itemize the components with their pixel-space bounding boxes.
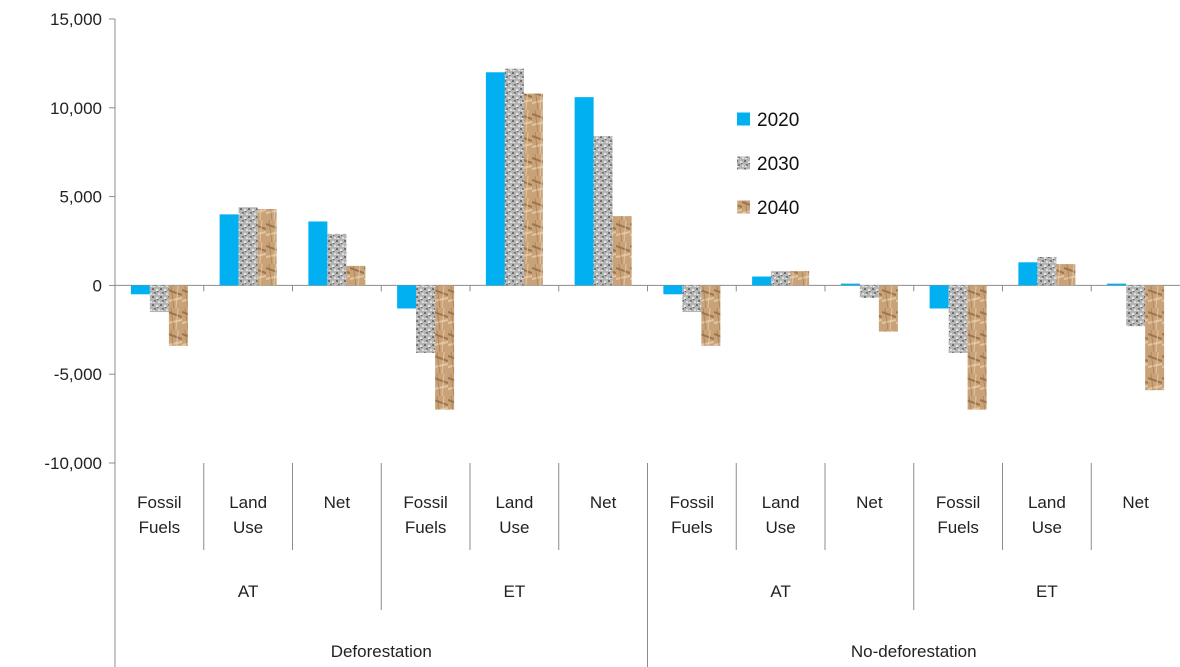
legend-swatch-2030 <box>737 156 750 170</box>
bar-2020-11 <box>1018 262 1038 286</box>
legend-swatch-2020 <box>737 112 750 126</box>
bar-2040-5 <box>523 93 543 286</box>
bar-2020-10 <box>929 285 949 309</box>
bar-2030-11 <box>1037 256 1057 286</box>
group-label: ET <box>504 582 526 601</box>
bar-2040-3 <box>346 265 366 286</box>
group-label: AT <box>238 582 258 601</box>
bar-2040-10 <box>967 285 987 410</box>
bar-2020-5 <box>485 72 505 286</box>
legend-label-2020: 2020 <box>757 110 799 131</box>
bar-2020-1 <box>130 285 150 295</box>
bar-2020-7 <box>663 285 683 295</box>
scenario-label: Deforestation <box>331 642 432 661</box>
legend-swatch-2040 <box>737 200 750 214</box>
bar-2040-1 <box>168 285 188 346</box>
bar-2040-11 <box>1056 264 1076 286</box>
bar-2020-2 <box>219 214 239 286</box>
category-label: Land Use <box>229 493 267 537</box>
y-tick-label: 10,000 <box>50 99 102 118</box>
y-tick-label: 5,000 <box>59 188 102 207</box>
category-label: Fossil Fuels <box>137 493 181 537</box>
y-tick-label: 0 <box>93 276 102 295</box>
bar-2040-2 <box>257 209 277 286</box>
bar-2020-12 <box>1107 283 1127 286</box>
group-label: ET <box>1036 582 1058 601</box>
bar-2030-1 <box>149 285 169 313</box>
bar-2040-7 <box>701 285 721 346</box>
y-tick-label: 15,000 <box>50 10 102 29</box>
category-label: Land Use <box>1028 493 1066 537</box>
bar-2030-4 <box>416 285 436 353</box>
bar-2020-8 <box>752 276 772 286</box>
bar-2030-12 <box>1126 285 1146 327</box>
bar-2040-8 <box>790 271 810 286</box>
category-label: Net <box>590 493 617 512</box>
bars-layer <box>130 68 1165 410</box>
category-label: Net <box>1122 493 1149 512</box>
bar-2030-3 <box>327 233 347 286</box>
category-label: Net <box>856 493 883 512</box>
bar-2020-6 <box>574 97 594 286</box>
legend-label-2030: 2030 <box>757 154 799 175</box>
category-label: Net <box>324 493 351 512</box>
category-label: Fossil Fuels <box>670 493 714 537</box>
bar-2020-4 <box>397 285 417 309</box>
bar-2030-2 <box>238 207 258 286</box>
bar-2030-7 <box>682 285 702 313</box>
bar-2030-10 <box>948 285 968 353</box>
bar-2020-3 <box>308 221 328 286</box>
scenario-label: No-deforestation <box>851 642 977 661</box>
legend: 2020 2030 2040 <box>737 110 799 219</box>
category-label: Fossil Fuels <box>936 493 980 537</box>
bar-2030-9 <box>859 285 879 298</box>
bar-2030-5 <box>504 68 524 286</box>
legend-label-2040: 2040 <box>757 198 799 219</box>
category-label: Land Use <box>495 493 533 537</box>
axis-layer: -10,000 -5,000 0 5,000 10,000 15,000 <box>44 10 1180 667</box>
bar-2040-9 <box>878 285 898 332</box>
bar-2030-8 <box>771 271 791 286</box>
category-label: Fossil Fuels <box>403 493 447 537</box>
y-tick-label: -10,000 <box>44 454 102 473</box>
group-label: AT <box>770 582 790 601</box>
category-label: Land Use <box>762 493 800 537</box>
bar-2040-4 <box>435 285 455 410</box>
y-tick-label: -5,000 <box>54 365 102 384</box>
bar-2040-12 <box>1145 285 1165 391</box>
bar-2020-9 <box>840 283 860 286</box>
category-axis-labels: Fossil Fuels Land Use Net Fossil Fuels Land Use N… <box>137 463 1149 667</box>
bar-2030-6 <box>593 136 613 286</box>
bar-2040-6 <box>612 216 632 286</box>
